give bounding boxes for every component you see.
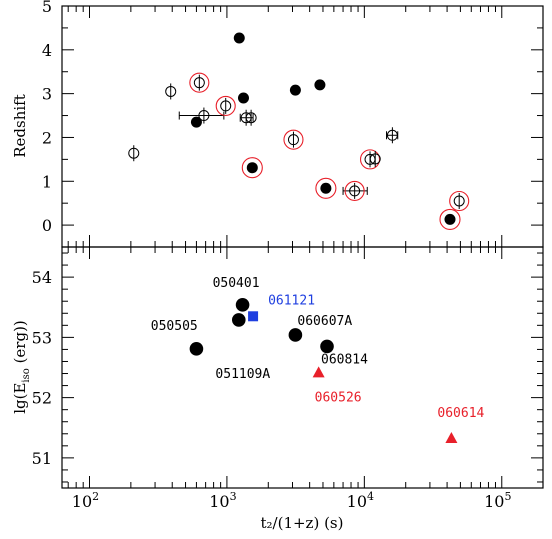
x-tick-base: 10 [209, 492, 229, 511]
top-panel-ticks: 0 1 2 3 4 5 [42, 0, 543, 248]
x-tick-exponent: 4 [367, 490, 374, 503]
bottom-panel-points: 050401 050505 061121 051109A 060607A 060814 06… [151, 276, 485, 443]
highlight-ring [315, 177, 337, 199]
data-point-050401 [235, 298, 250, 312]
open-data-point [193, 77, 205, 89]
bottom-y-axis-label-end: (erg)) [11, 320, 29, 368]
data-point-050505 [231, 313, 246, 327]
x-axis-label: t₂/(1+z) (s) [261, 514, 344, 532]
x-tick-exponent: 5 [504, 490, 511, 503]
y-tick-label: 1 [42, 172, 52, 191]
data-point-051109A [189, 342, 204, 356]
filled-data-point [246, 162, 258, 174]
point-label-060614: 060614 [437, 406, 484, 421]
x-tick-exponent: 3 [230, 490, 237, 503]
point-label-060814: 060814 [321, 352, 368, 367]
x-tick-exponent: 2 [92, 490, 99, 503]
open-data-point [165, 85, 177, 97]
open-data-point [220, 100, 232, 112]
open-data-point [198, 110, 210, 122]
x-tick-label: 103 [209, 490, 236, 511]
data-point-060526 [312, 366, 325, 378]
highlight-ring [344, 180, 365, 201]
point-label-051109A: 051109A [215, 367, 270, 382]
top-panel-points [128, 32, 470, 230]
bottom-y-axis-label: lg(Eiso (erg)) [11, 320, 32, 414]
y-tick-label: 5 [42, 0, 52, 16]
y-tick-label: 0 [42, 216, 52, 235]
x-tick-base: 10 [347, 492, 367, 511]
x-tick-label: 104 [347, 490, 374, 511]
x-tick-label: 105 [484, 490, 511, 511]
filled-data-point [190, 116, 202, 128]
highlight-ring [241, 157, 263, 179]
highlight-ring [189, 72, 210, 93]
y-tick-label: 52 [32, 389, 52, 408]
bottom-panel-frame [61, 246, 544, 489]
open-data-point [453, 195, 465, 207]
filled-data-point [314, 79, 326, 91]
highlight-ring [439, 208, 461, 230]
open-data-point [386, 129, 398, 141]
open-data-point [245, 112, 257, 124]
filled-data-point [444, 213, 456, 225]
filled-data-point [237, 92, 249, 104]
open-data-point [128, 147, 140, 159]
bottom-y-axis-label-main: lg(E [11, 383, 29, 414]
y-tick-label: 51 [32, 449, 52, 468]
data-point-060814 [320, 339, 334, 354]
point-label-050401: 050401 [213, 276, 260, 291]
filled-data-point [233, 32, 245, 44]
point-label-060526: 060526 [315, 390, 362, 405]
y-tick-label: 54 [32, 268, 52, 287]
highlight-ring [449, 190, 470, 212]
y-tick-label: 53 [32, 328, 52, 347]
point-label-050505: 050505 [151, 319, 198, 334]
top-panel-frame [61, 5, 544, 248]
x-tick-label: 102 [72, 490, 99, 511]
highlight-ring [215, 95, 236, 116]
x-tick-base: 10 [72, 492, 92, 511]
data-point-060614 [445, 431, 458, 443]
open-data-point [349, 185, 361, 197]
data-point-061121 [248, 311, 259, 322]
open-data-point [369, 153, 381, 165]
highlight-ring [359, 149, 381, 170]
y-tick-label: 3 [42, 85, 52, 104]
point-label-060607A: 060607A [297, 314, 352, 329]
highlight-ring [283, 129, 304, 150]
y-tick-label: 4 [42, 41, 52, 60]
bottom-y-axis-label-sub: iso [21, 368, 32, 382]
top-y-axis-label: Redshift [11, 94, 29, 158]
point-label-061121: 061121 [268, 293, 315, 308]
data-point-060607A [288, 328, 303, 342]
open-data-point [287, 134, 299, 146]
filled-data-point [289, 84, 301, 96]
x-tick-base: 10 [484, 492, 504, 511]
y-tick-label: 2 [42, 128, 52, 147]
filled-data-point [320, 182, 332, 194]
